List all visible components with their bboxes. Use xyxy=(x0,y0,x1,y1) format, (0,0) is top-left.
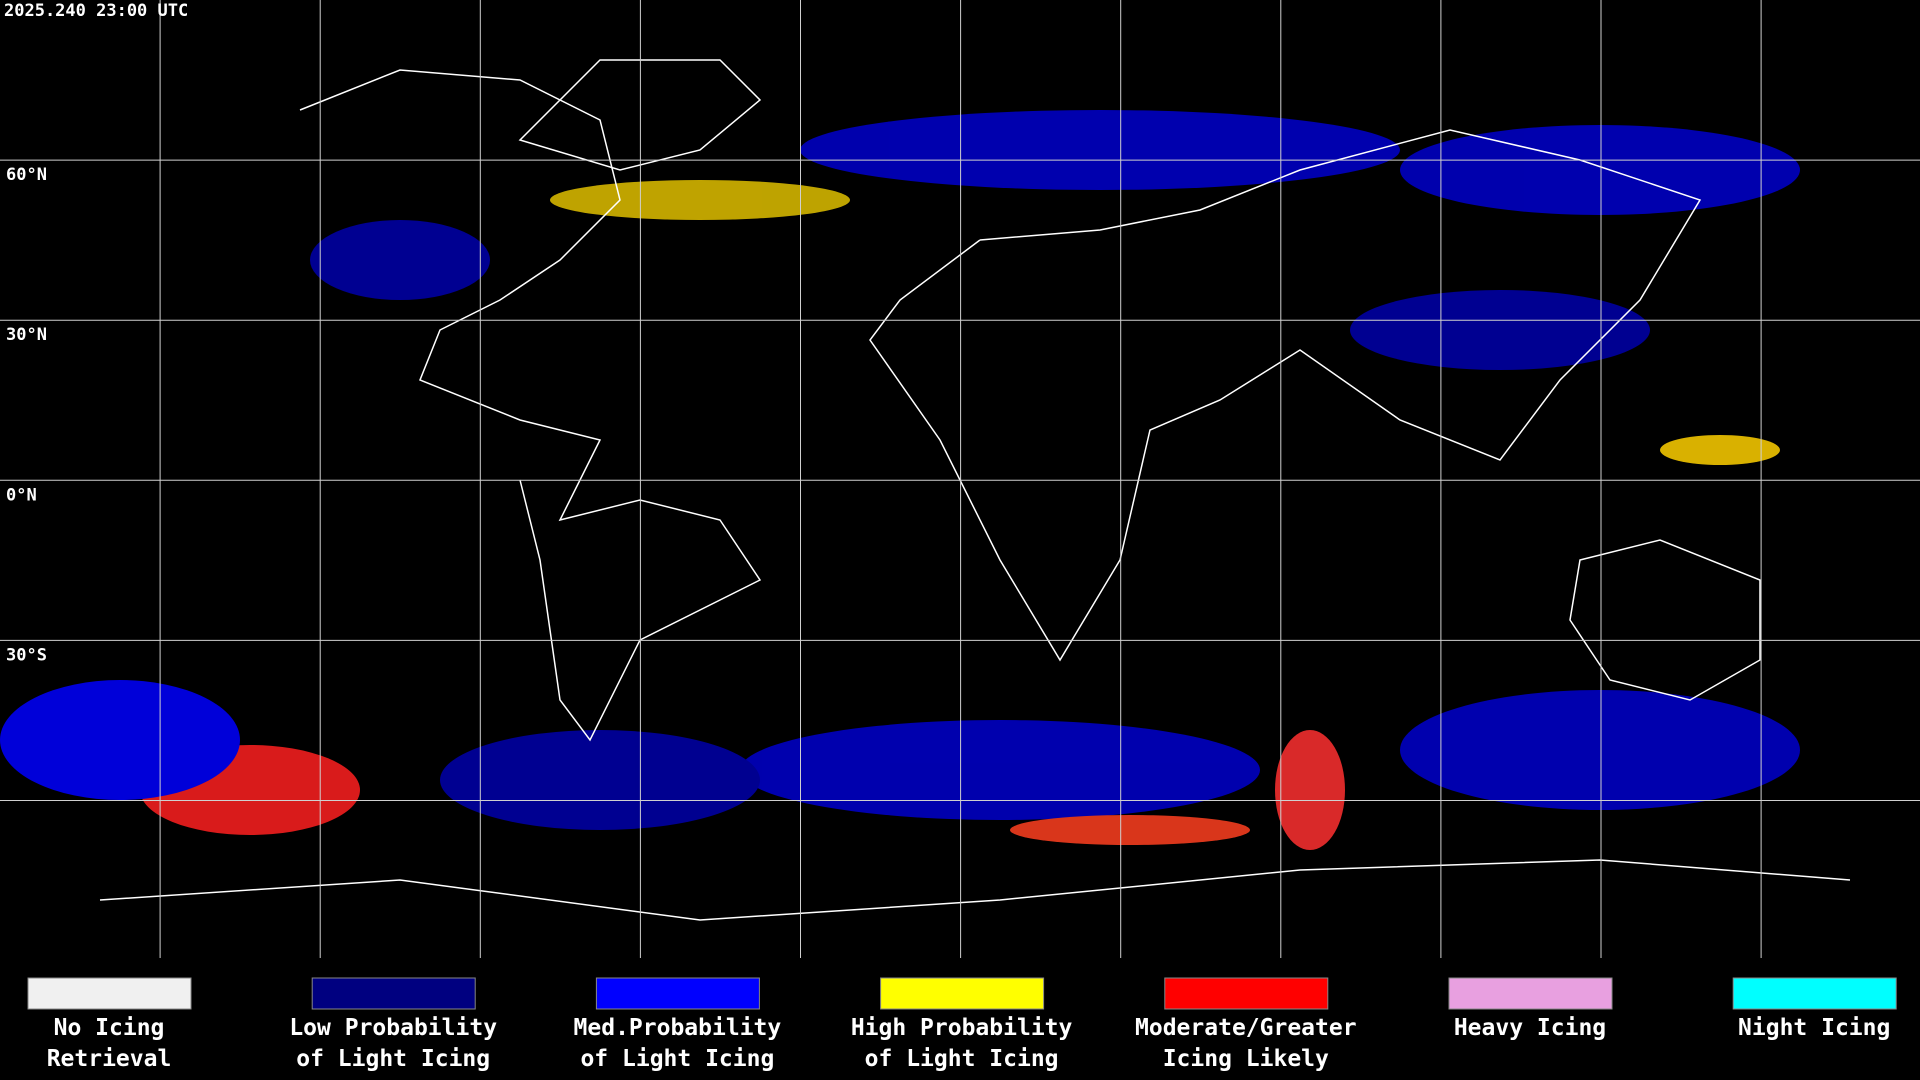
legend-swatch xyxy=(27,977,192,1010)
icing-area xyxy=(310,220,490,300)
legend-label: Icing Likely xyxy=(1163,1046,1329,1072)
legend-swatch xyxy=(1164,977,1329,1010)
latitude-label: 60°N xyxy=(6,165,47,185)
latitude-label: 30°N xyxy=(6,325,47,345)
icing-area xyxy=(1400,125,1800,215)
latitude-labels: 60°N 30°N 0°N 30°S xyxy=(6,165,47,665)
legend-label: Heavy Icing xyxy=(1454,1015,1606,1041)
coastline xyxy=(1569,539,1761,701)
legend-label: No Icing xyxy=(54,1015,165,1041)
icing-area xyxy=(740,720,1260,820)
legend: No Icing Retrieval Low Probability of Light… xyxy=(27,977,1897,1072)
latitude-label: 30°S xyxy=(6,645,47,665)
legend-label: Low Probability xyxy=(289,1015,497,1041)
legend-swatch xyxy=(1732,977,1897,1010)
legend-swatch xyxy=(595,977,760,1010)
legend-label: Moderate/Greater xyxy=(1135,1015,1357,1041)
icing-area xyxy=(440,730,760,830)
legend-swatch xyxy=(880,977,1045,1010)
icing-area xyxy=(0,680,240,800)
graticule xyxy=(0,0,1920,958)
legend-label: Night Icing xyxy=(1738,1015,1890,1041)
coastline xyxy=(299,69,762,742)
icing-area xyxy=(800,110,1400,190)
legend-label: of Light Icing xyxy=(580,1046,774,1072)
coastline xyxy=(518,59,762,171)
legend-label: High Probability xyxy=(851,1015,1073,1041)
legend-swatch xyxy=(311,977,476,1010)
icing-area xyxy=(1010,815,1250,845)
icing-area xyxy=(1275,730,1345,850)
latitude-label: 0°N xyxy=(6,485,37,505)
legend-label: of Light Icing xyxy=(865,1046,1059,1072)
legend-swatch xyxy=(1448,977,1613,1010)
icing-areas xyxy=(0,110,1800,850)
legend-label: Med.Probability xyxy=(574,1015,782,1041)
icing-area xyxy=(1350,290,1650,370)
timestamp: 2025.240 23:00 UTC xyxy=(4,1,188,21)
icing-area xyxy=(1400,690,1800,810)
icing-area xyxy=(550,180,850,220)
coastline xyxy=(99,859,1851,921)
legend-label: Retrieval xyxy=(47,1046,172,1072)
legend-label: of Light Icing xyxy=(296,1046,490,1072)
icing-area xyxy=(1660,435,1780,465)
